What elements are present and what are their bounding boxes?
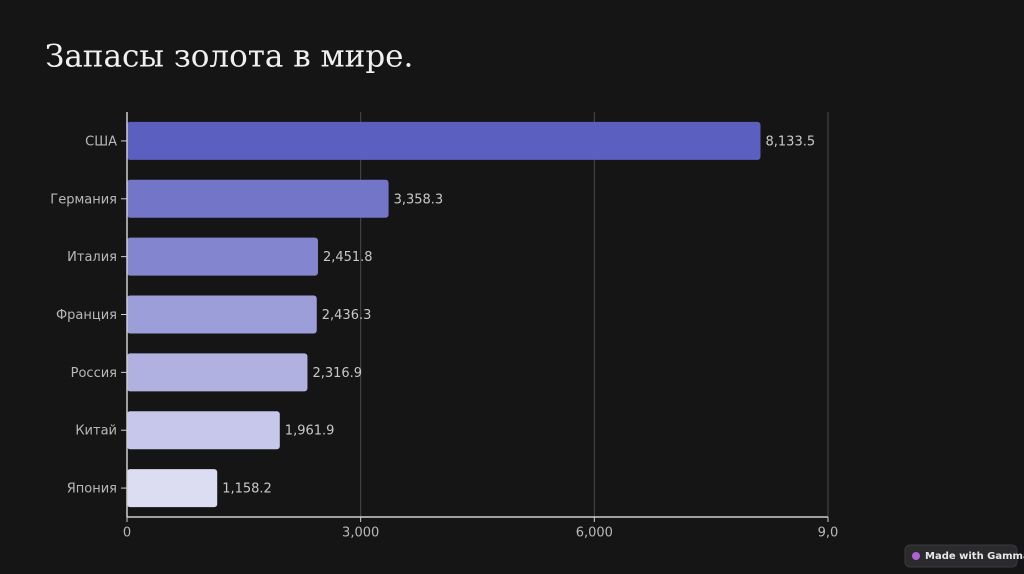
x-tick-label: 3,000 xyxy=(342,526,379,541)
value-label: 3,358.3 xyxy=(394,192,444,207)
bar xyxy=(127,411,280,450)
value-label: 1,961.9 xyxy=(285,424,335,439)
bar xyxy=(127,237,318,276)
value-label: 2,316.9 xyxy=(312,366,362,381)
bar xyxy=(127,295,317,334)
badge-text[interactable]: Made with Gamma xyxy=(925,551,1024,562)
badge-icon xyxy=(912,552,920,560)
y-tick-label: Китай xyxy=(75,424,117,439)
y-tick-label: Италия xyxy=(67,250,117,265)
value-label: 2,451.8 xyxy=(323,250,373,265)
bar xyxy=(127,353,308,392)
value-label: 8,133.5 xyxy=(766,134,816,149)
x-tick-label: 0 xyxy=(123,526,131,541)
bar xyxy=(127,469,218,508)
y-tick-label: Германия xyxy=(50,192,117,207)
bar xyxy=(127,179,389,218)
y-tick-label: Франция xyxy=(56,308,117,323)
y-tick-label: Россия xyxy=(71,366,117,381)
badge[interactable]: Made with Gamma xyxy=(904,544,1024,568)
y-tick-label: Япония xyxy=(67,482,117,497)
x-tick-label: 9,0 xyxy=(818,526,839,541)
x-tick-label: 6,000 xyxy=(576,526,613,541)
badge-box[interactable] xyxy=(904,544,1018,568)
bar xyxy=(127,121,761,160)
value-label: 2,436.3 xyxy=(322,308,372,323)
y-tick-label: США xyxy=(85,134,117,149)
value-label: 1,158.2 xyxy=(222,482,272,497)
slide-title: Запасы золота в мире. xyxy=(45,39,413,75)
